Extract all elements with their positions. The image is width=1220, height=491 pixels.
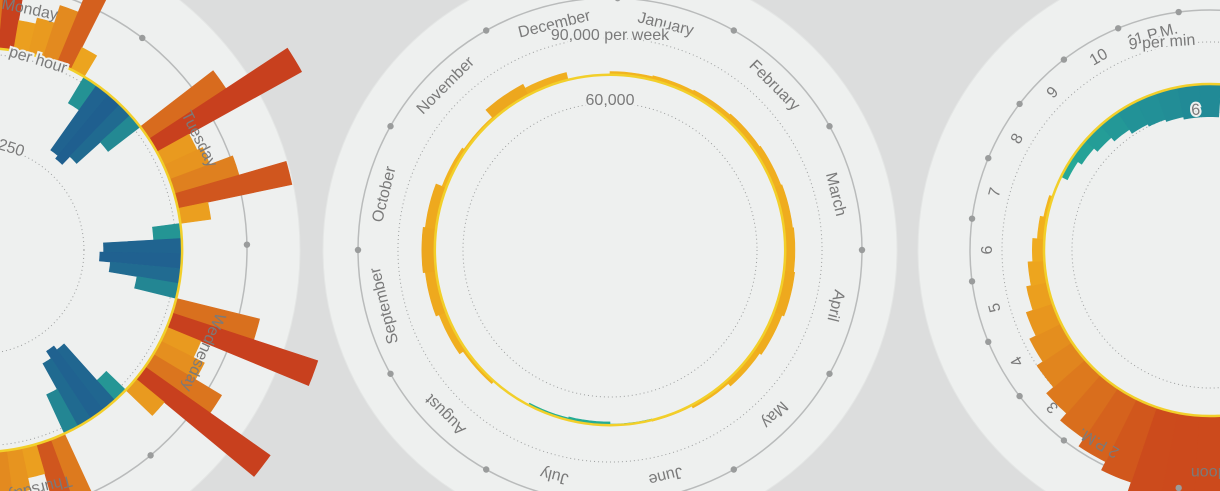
baseline-circle: [1042, 82, 1220, 418]
ring-dot: [968, 278, 976, 285]
chart-disc: [322, 0, 898, 491]
grid-circle: [397, 37, 823, 463]
ring-dot: [1175, 484, 1182, 491]
ring-dot: [826, 123, 833, 130]
scale-label: 90,000 per week: [551, 27, 670, 44]
ring-dot: [1060, 437, 1068, 444]
ring-label: Noon: [1191, 464, 1220, 481]
ring-dot: [483, 27, 490, 34]
data-wedge: [1031, 238, 1045, 262]
ring-label: July: [539, 464, 571, 487]
ring-dot: [387, 370, 394, 377]
ring-dot: [139, 34, 146, 42]
ring-label: 5: [986, 301, 1005, 314]
ring-dot: [243, 241, 251, 248]
grid-circle: [1071, 111, 1220, 389]
scale-label: 6: [1191, 102, 1201, 120]
data-wedge: [1198, 83, 1220, 118]
ring-dot: [1114, 25, 1122, 32]
ring-dot: [1016, 100, 1023, 108]
ring-label: 10: [1087, 46, 1111, 70]
ring-dot: [387, 123, 394, 130]
ring-dot: [730, 466, 737, 473]
grid-circle: [462, 102, 758, 398]
ring-dot: [985, 154, 992, 162]
ring-label: 7: [986, 186, 1005, 199]
baseline-circle: [0, 47, 184, 453]
ring-dot: [1060, 56, 1068, 63]
ring-dot: [858, 246, 866, 254]
ring-dot: [730, 27, 737, 34]
ring-dot: [354, 246, 362, 254]
ring-dot: [1175, 8, 1182, 16]
scale-label: 60,000: [586, 92, 635, 109]
ring-dot: [147, 452, 154, 459]
grid-circle: [0, 147, 85, 353]
ring-dot: [985, 338, 992, 346]
ring-dot: [615, 0, 621, 2]
baseline-circle: [433, 73, 787, 427]
ring-dot: [483, 466, 490, 473]
ring-label: 6: [979, 245, 996, 254]
ring-dot: [826, 370, 833, 377]
ring-dot: [968, 215, 976, 222]
outer-ring: [71, 0, 248, 491]
ring-dot: [1016, 392, 1023, 400]
